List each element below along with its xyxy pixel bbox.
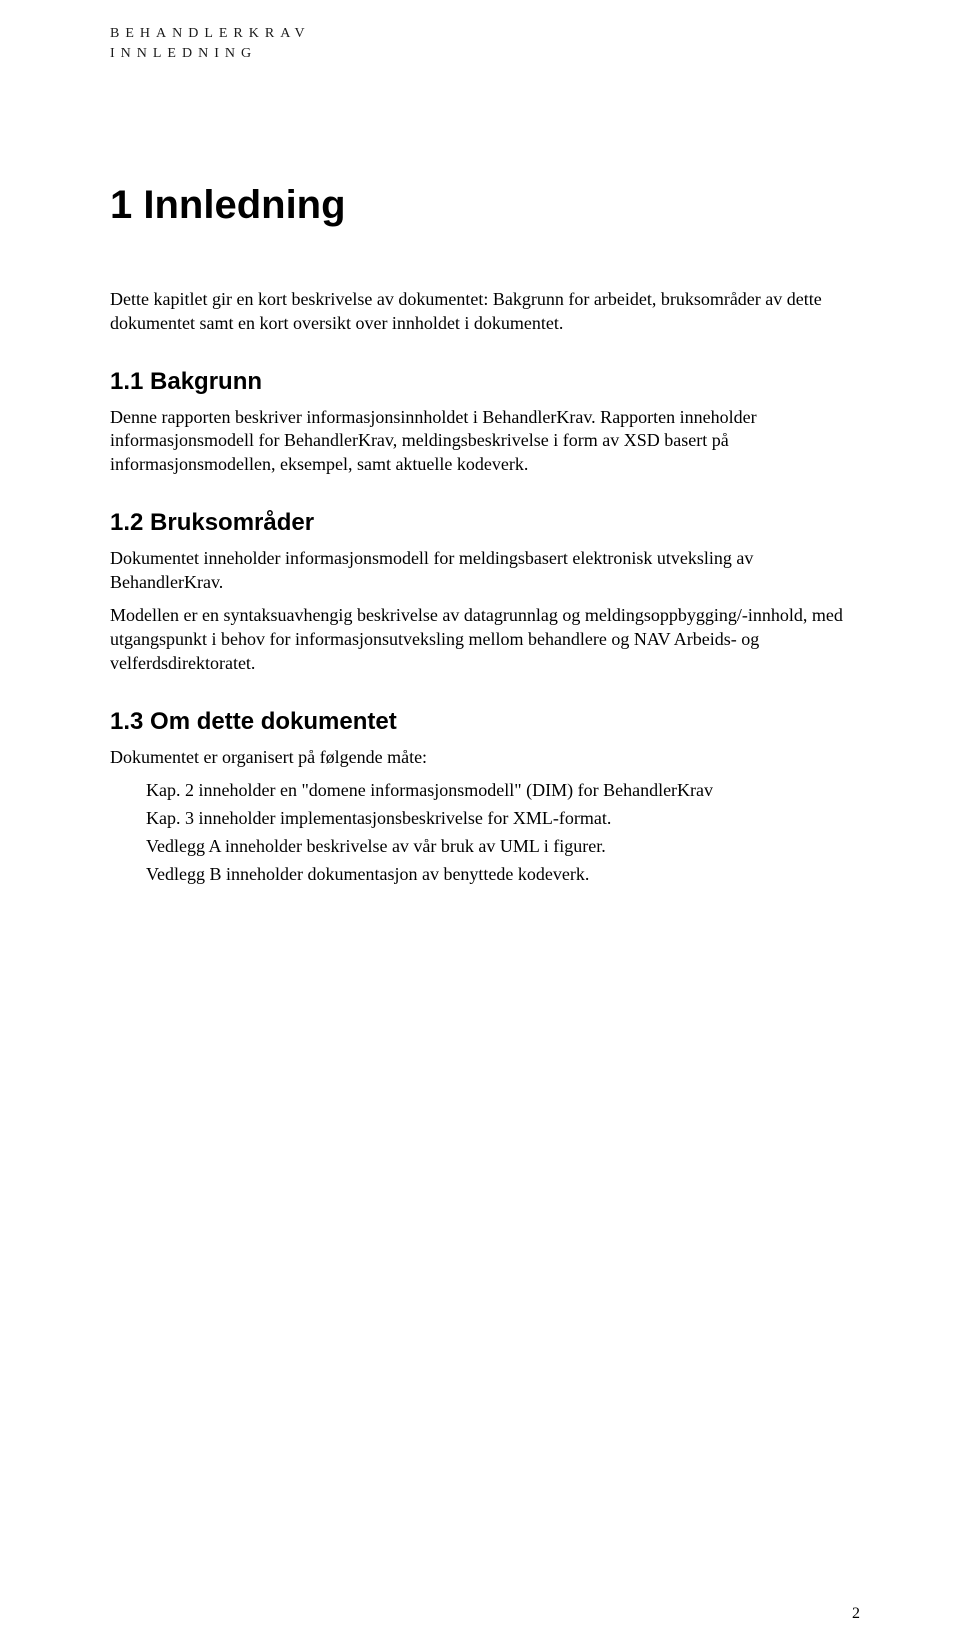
list-item: Vedlegg B inneholder dokumentasjon av be… [146,863,860,887]
chapter-title: 1 Innledning [110,183,860,228]
section-1-3-list: Kap. 2 inneholder en "domene informasjon… [146,779,860,886]
section-1-1-paragraph: Denne rapporten beskriver informasjonsin… [110,406,860,477]
intro-paragraph: Dette kapitlet gir en kort beskrivelse a… [110,288,860,336]
document-page: BEHANDLERKRAV INNLEDNING 1 Innledning De… [0,0,960,1651]
running-header-line-1: BEHANDLERKRAV [110,24,860,44]
section-1-2-paragraph-2: Modellen er en syntaksuavhengig beskrive… [110,604,860,675]
section-1-1-heading: 1.1 Bakgrunn [110,368,860,396]
section-1-3-heading: 1.3 Om dette dokumentet [110,708,860,736]
running-header: BEHANDLERKRAV INNLEDNING [110,24,860,63]
list-item: Kap. 3 inneholder implementasjonsbeskriv… [146,807,860,831]
section-1-2-heading: 1.2 Bruksområder [110,509,860,537]
section-1-3-paragraph: Dokumentet er organisert på følgende måt… [110,746,860,770]
list-item: Kap. 2 inneholder en "domene informasjon… [146,779,860,803]
section-1-2-paragraph-1: Dokumentet inneholder informasjonsmodell… [110,547,860,595]
list-item: Vedlegg A inneholder beskrivelse av vår … [146,835,860,859]
page-number: 2 [852,1605,860,1623]
running-header-line-2: INNLEDNING [110,44,860,64]
